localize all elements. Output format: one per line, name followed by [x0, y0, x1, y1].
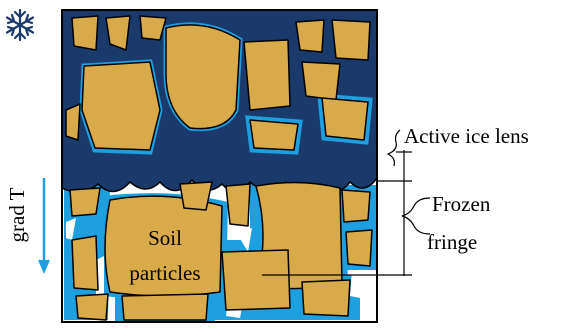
soil-particle [70, 188, 100, 216]
soil-particle [76, 294, 108, 320]
soil-particle [302, 62, 340, 100]
soil-particle [332, 20, 370, 60]
soil-particle [226, 184, 250, 226]
gradient-arrow [38, 178, 50, 274]
soil-particles-label: particles [129, 261, 200, 285]
soil-particle [244, 40, 290, 110]
active-ice-lens-label: Active ice lens [404, 124, 529, 148]
gradient-label: grad T [5, 187, 29, 242]
soil-particle [72, 16, 98, 50]
soil-particle [342, 190, 370, 222]
dimension-line [402, 198, 430, 234]
snowflake-icon [7, 10, 33, 40]
soil-particle [250, 120, 298, 150]
soil-particle [82, 62, 160, 150]
soil-particles-label: Soil [148, 226, 182, 250]
soil-particle [122, 294, 208, 320]
page: Active ice lens Frozen fringe Soil parti… [0, 0, 564, 329]
soil-particle [166, 25, 240, 129]
soil-particle [322, 98, 368, 140]
soil-particle [66, 104, 80, 140]
soil-particle [302, 280, 350, 316]
soil-particle [346, 230, 372, 266]
gradient-arrow [38, 260, 50, 274]
frozen-fringe-label: Frozen [432, 192, 491, 216]
diagram: Active ice lens Frozen fringe Soil parti… [0, 0, 564, 329]
soil-particle [72, 236, 98, 290]
frozen-fringe-label: fringe [427, 230, 477, 254]
soil-particle [222, 250, 290, 310]
dimension-line [388, 130, 400, 166]
soil-particle [296, 20, 324, 52]
soil-particle [180, 182, 212, 210]
